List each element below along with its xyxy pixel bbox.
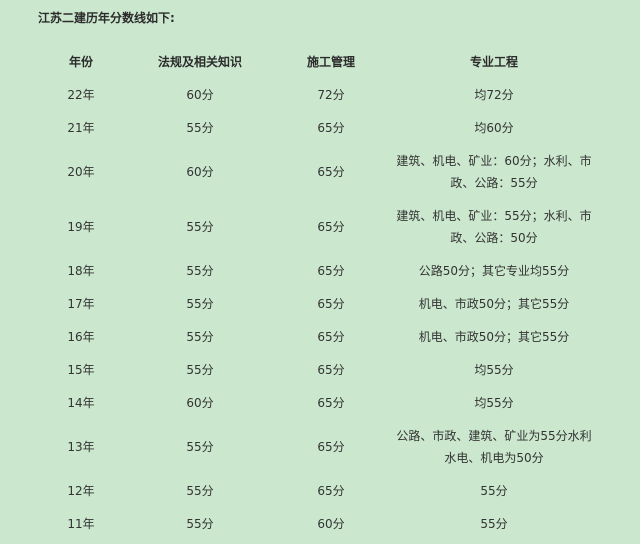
management-score-cell: 65分 [317, 219, 345, 234]
law-score-cell: 55分 [186, 263, 214, 278]
specialty-score-cell: 均55分 [474, 395, 514, 410]
year-cell: 17年 [67, 296, 95, 311]
specialty-score-cell: 均55分 [474, 362, 514, 377]
table-row: 21年 55分 65分 均60分 [40, 111, 604, 144]
specialty-score-cell: 建筑、机电、矿业：55分；水利、市政、公路：50分 [396, 208, 592, 245]
management-score-cell: 72分 [317, 87, 345, 102]
management-score-cell: 65分 [317, 395, 345, 410]
year-cell: 15年 [67, 362, 95, 377]
page-title: 江苏二建历年分数线如下: [38, 11, 175, 25]
law-score-cell: 55分 [186, 219, 214, 234]
table-row: 22年 60分 72分 均72分 [40, 78, 604, 111]
header-specialty: 专业工程 [469, 54, 518, 69]
table-row: 14年 60分 65分 均55分 [40, 386, 604, 419]
law-score-cell: 55分 [186, 296, 214, 311]
table-row: 20年 60分 65分 建筑、机电、矿业：60分；水利、市政、公路：55分 [40, 144, 604, 199]
management-score-cell: 65分 [317, 439, 345, 454]
law-score-cell: 55分 [186, 516, 214, 531]
table-row: 12年 55分 65分 55分 [40, 474, 604, 507]
table-row: 19年 55分 65分 建筑、机电、矿业：55分；水利、市政、公路：50分 [40, 199, 604, 254]
score-table: 年份 法规及相关知识 施工管理 专业工程 22年 60分 72分 均72分 21年 55分… [40, 45, 604, 540]
management-score-cell: 65分 [317, 483, 345, 498]
management-score-cell: 65分 [317, 164, 345, 179]
year-cell: 12年 [67, 483, 95, 498]
year-cell: 11年 [67, 516, 95, 531]
year-cell: 16年 [67, 329, 95, 344]
specialty-score-cell: 55分 [480, 483, 508, 498]
specialty-score-cell: 55分 [480, 516, 508, 531]
specialty-score-cell: 公路、市政、建筑、矿业为55分水利水电、机电为50分 [396, 428, 592, 465]
management-score-cell: 65分 [317, 362, 345, 377]
law-score-cell: 55分 [186, 120, 214, 135]
year-cell: 22年 [67, 87, 95, 102]
law-score-cell: 60分 [186, 164, 214, 179]
header-year: 年份 [68, 54, 93, 69]
law-score-cell: 55分 [186, 329, 214, 344]
year-cell: 19年 [67, 219, 95, 234]
management-score-cell: 60分 [317, 516, 345, 531]
law-score-cell: 55分 [186, 483, 214, 498]
specialty-score-cell: 机电、市政50分；其它55分 [418, 296, 570, 311]
specialty-score-cell: 机电、市政50分；其它55分 [418, 329, 570, 344]
management-score-cell: 65分 [317, 296, 345, 311]
law-score-cell: 60分 [186, 395, 214, 410]
law-score-cell: 55分 [186, 439, 214, 454]
table-row: 16年 55分 65分 机电、市政50分；其它55分 [40, 320, 604, 353]
year-cell: 21年 [67, 120, 95, 135]
specialty-score-cell: 均60分 [474, 120, 514, 135]
table-row: 17年 55分 65分 机电、市政50分；其它55分 [40, 287, 604, 320]
specialty-score-cell: 公路50分；其它专业均55分 [418, 263, 570, 278]
year-cell: 13年 [67, 439, 95, 454]
header-law: 法规及相关知识 [157, 54, 242, 69]
header-management: 施工管理 [306, 54, 355, 69]
management-score-cell: 65分 [317, 263, 345, 278]
law-score-cell: 60分 [186, 87, 214, 102]
table-row: 18年 55分 65分 公路50分；其它专业均55分 [40, 254, 604, 287]
management-score-cell: 65分 [317, 120, 345, 135]
table-body: 22年 60分 72分 均72分 21年 55分 65分 均60分 20年 60分 65分 建筑、机电… [40, 78, 604, 540]
specialty-score-cell: 均72分 [474, 87, 514, 102]
table-row: 11年 55分 60分 55分 [40, 507, 604, 540]
year-cell: 18年 [67, 263, 95, 278]
law-score-cell: 55分 [186, 362, 214, 377]
management-score-cell: 65分 [317, 329, 345, 344]
table-row: 13年 55分 65分 公路、市政、建筑、矿业为55分水利水电、机电为50分 [40, 419, 604, 474]
year-cell: 14年 [67, 395, 95, 410]
table-header-row: 年份 法规及相关知识 施工管理 专业工程 [40, 45, 604, 78]
table-row: 15年 55分 65分 均55分 [40, 353, 604, 386]
specialty-score-cell: 建筑、机电、矿业：60分；水利、市政、公路：55分 [396, 153, 592, 190]
year-cell: 20年 [67, 164, 95, 179]
